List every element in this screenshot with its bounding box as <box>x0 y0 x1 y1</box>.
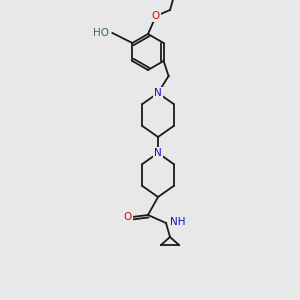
Text: NH: NH <box>170 217 185 227</box>
Text: O: O <box>124 212 132 222</box>
Text: N: N <box>154 88 162 98</box>
Text: HO: HO <box>93 28 110 38</box>
Text: O: O <box>152 11 160 21</box>
Text: N: N <box>154 148 162 158</box>
